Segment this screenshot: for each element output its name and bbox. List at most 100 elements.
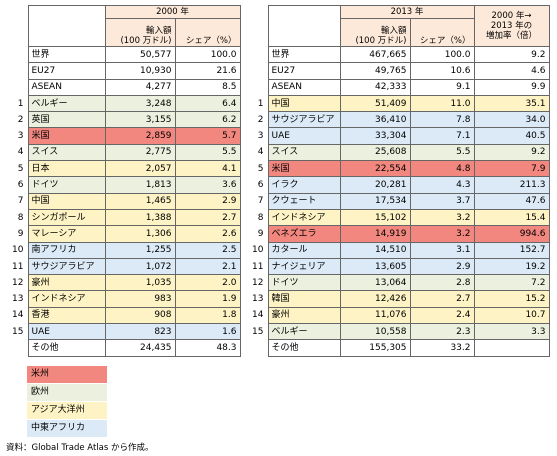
rank-cell: 8 [17,212,24,223]
name-cell: 中国 [27,192,106,210]
table-row: 3 UAE 33,304 7.1 40.5 [249,127,550,145]
rank-cell: 13 [252,294,264,305]
table-row: 14 豪州 11,076 2.4 10.7 [249,306,550,325]
rank-cell [249,340,268,356]
import-cell: 17,534 [339,192,411,210]
table-row: 7 クウェート 17,534 3.7 47.6 [249,192,550,210]
growth-cell: 47.6 [473,192,550,210]
table-row: 1 ベルギー 3,248 6.4 [4,94,241,113]
rank-cell: 3 [17,131,24,142]
growth-cell: 9.2 [473,45,550,64]
table-row: 8 インドネシア 15,102 3.2 15.4 [249,208,550,227]
share-cell: 7.8 [409,111,475,129]
share-cell: 4.8 [409,160,475,178]
name-cell: サウジアラビア [27,257,106,276]
growth-cell [473,339,550,357]
name-cell: スイス [267,143,341,162]
import-cell: 1,388 [104,208,176,227]
import-cell: 1,813 [104,176,176,194]
table-row: 4 スイス 2,775 5.5 [4,143,241,162]
rank-cell: 4 [17,147,24,158]
rank-cell: 5 [257,163,264,174]
import-cell: 36,410 [339,111,411,129]
growth-cell: 994.6 [473,225,550,243]
rank-cell [249,79,268,95]
rank-cell: 15 [252,326,264,337]
name-cell: 英国 [27,111,106,129]
share-cell: 3.2 [409,225,475,243]
table-row: 10 南アフリカ 1,255 2.5 [4,241,241,259]
rank-cell: 10 [12,245,24,256]
import-cell: 14,510 [339,241,411,259]
import-cell: 823 [104,323,176,341]
table-row: 2 英国 3,155 6.2 [4,111,241,129]
table-row: 12 豪州 1,035 2.0 [4,274,241,292]
name-cell: UAE [267,127,341,145]
name-cell: 南アフリカ [27,241,106,259]
column-header: シェア（%） [174,18,241,47]
table-row: 8 シンガポール 1,388 2.7 [4,208,241,227]
share-cell: 1.9 [174,290,241,308]
name-cell: サウジアラビア [267,111,341,129]
import-cell: 1,306 [104,225,176,243]
share-cell: 4.3 [409,176,475,194]
import-cell: 2,057 [104,160,176,178]
name-cell: マレーシア [27,225,106,243]
name-cell: 米国 [27,127,106,145]
name-cell: インドネシア [27,290,106,308]
table-row: 11 ナイジェリア 13,605 2.9 19.2 [249,257,550,276]
share-cell: 2.6 [174,225,241,243]
growth-cell: 7.9 [473,160,550,178]
growth-cell: 34.0 [473,111,550,129]
rank-cell [249,63,268,79]
name-cell: 世界 [27,45,106,64]
import-cell: 467,665 [339,45,411,64]
table-row: 世界 467,665 100.0 9.2 [249,45,550,64]
table-row: 5 日本 2,057 4.1 [4,160,241,178]
legend-item: アジア大洋州 [27,402,107,419]
name-cell: スイス [27,143,106,162]
table-row: 10 カタール 14,510 3.1 152.7 [249,241,550,259]
name-cell: イラク [267,176,341,194]
rank-cell [4,6,28,47]
header-row: 輸入額 (100 万ドル) シェア（%） [249,18,549,47]
name-cell: 世界 [267,45,341,64]
name-cell: ベルギー [267,323,341,341]
share-cell: 2.4 [409,306,475,325]
name-cell: シンガポール [27,208,106,227]
name-cell: インドネシア [267,208,341,227]
share-cell: 4.1 [174,160,241,178]
column-header: 輸入額 (100 万ドル) [104,18,176,47]
import-cell: 10,558 [339,323,411,341]
growth-cell: 15.2 [473,290,550,308]
share-cell: 2.8 [409,274,475,292]
share-cell: 11.0 [409,94,475,113]
growth-cell: 35.1 [473,94,550,113]
rank-cell: 1 [257,98,264,109]
import-cell: 908 [104,306,176,325]
rank-cell: 11 [12,261,24,272]
share-cell: 5.5 [409,143,475,162]
name-cell: ベルギー [27,94,106,113]
share-cell: 2.0 [174,274,241,292]
import-cell: 12,426 [339,290,411,308]
import-cell: 1,072 [104,257,176,276]
table-row: 9 マレーシア 1,306 2.6 [4,225,241,243]
rank-cell: 7 [17,196,24,207]
share-cell: 100.0 [409,45,475,64]
import-cell: 50,577 [104,45,176,64]
share-cell: 2.5 [174,241,241,259]
rank-cell: 10 [252,245,264,256]
name-cell: EU27 [27,62,106,80]
header-row: 輸入額 (100 万ドル) シェア（%） [4,18,241,47]
name-cell: 香港 [27,306,106,325]
table-row: 15 UAE 823 1.6 [4,323,241,341]
share-cell: 6.2 [174,111,241,129]
rank-cell: 11 [252,261,264,272]
share-cell: 1.8 [174,306,241,325]
table-row: その他 155,305 33.2 [249,339,550,357]
import-cell: 33,304 [339,127,411,145]
import-cell: 1,465 [104,192,176,210]
rank-cell: 13 [12,294,24,305]
